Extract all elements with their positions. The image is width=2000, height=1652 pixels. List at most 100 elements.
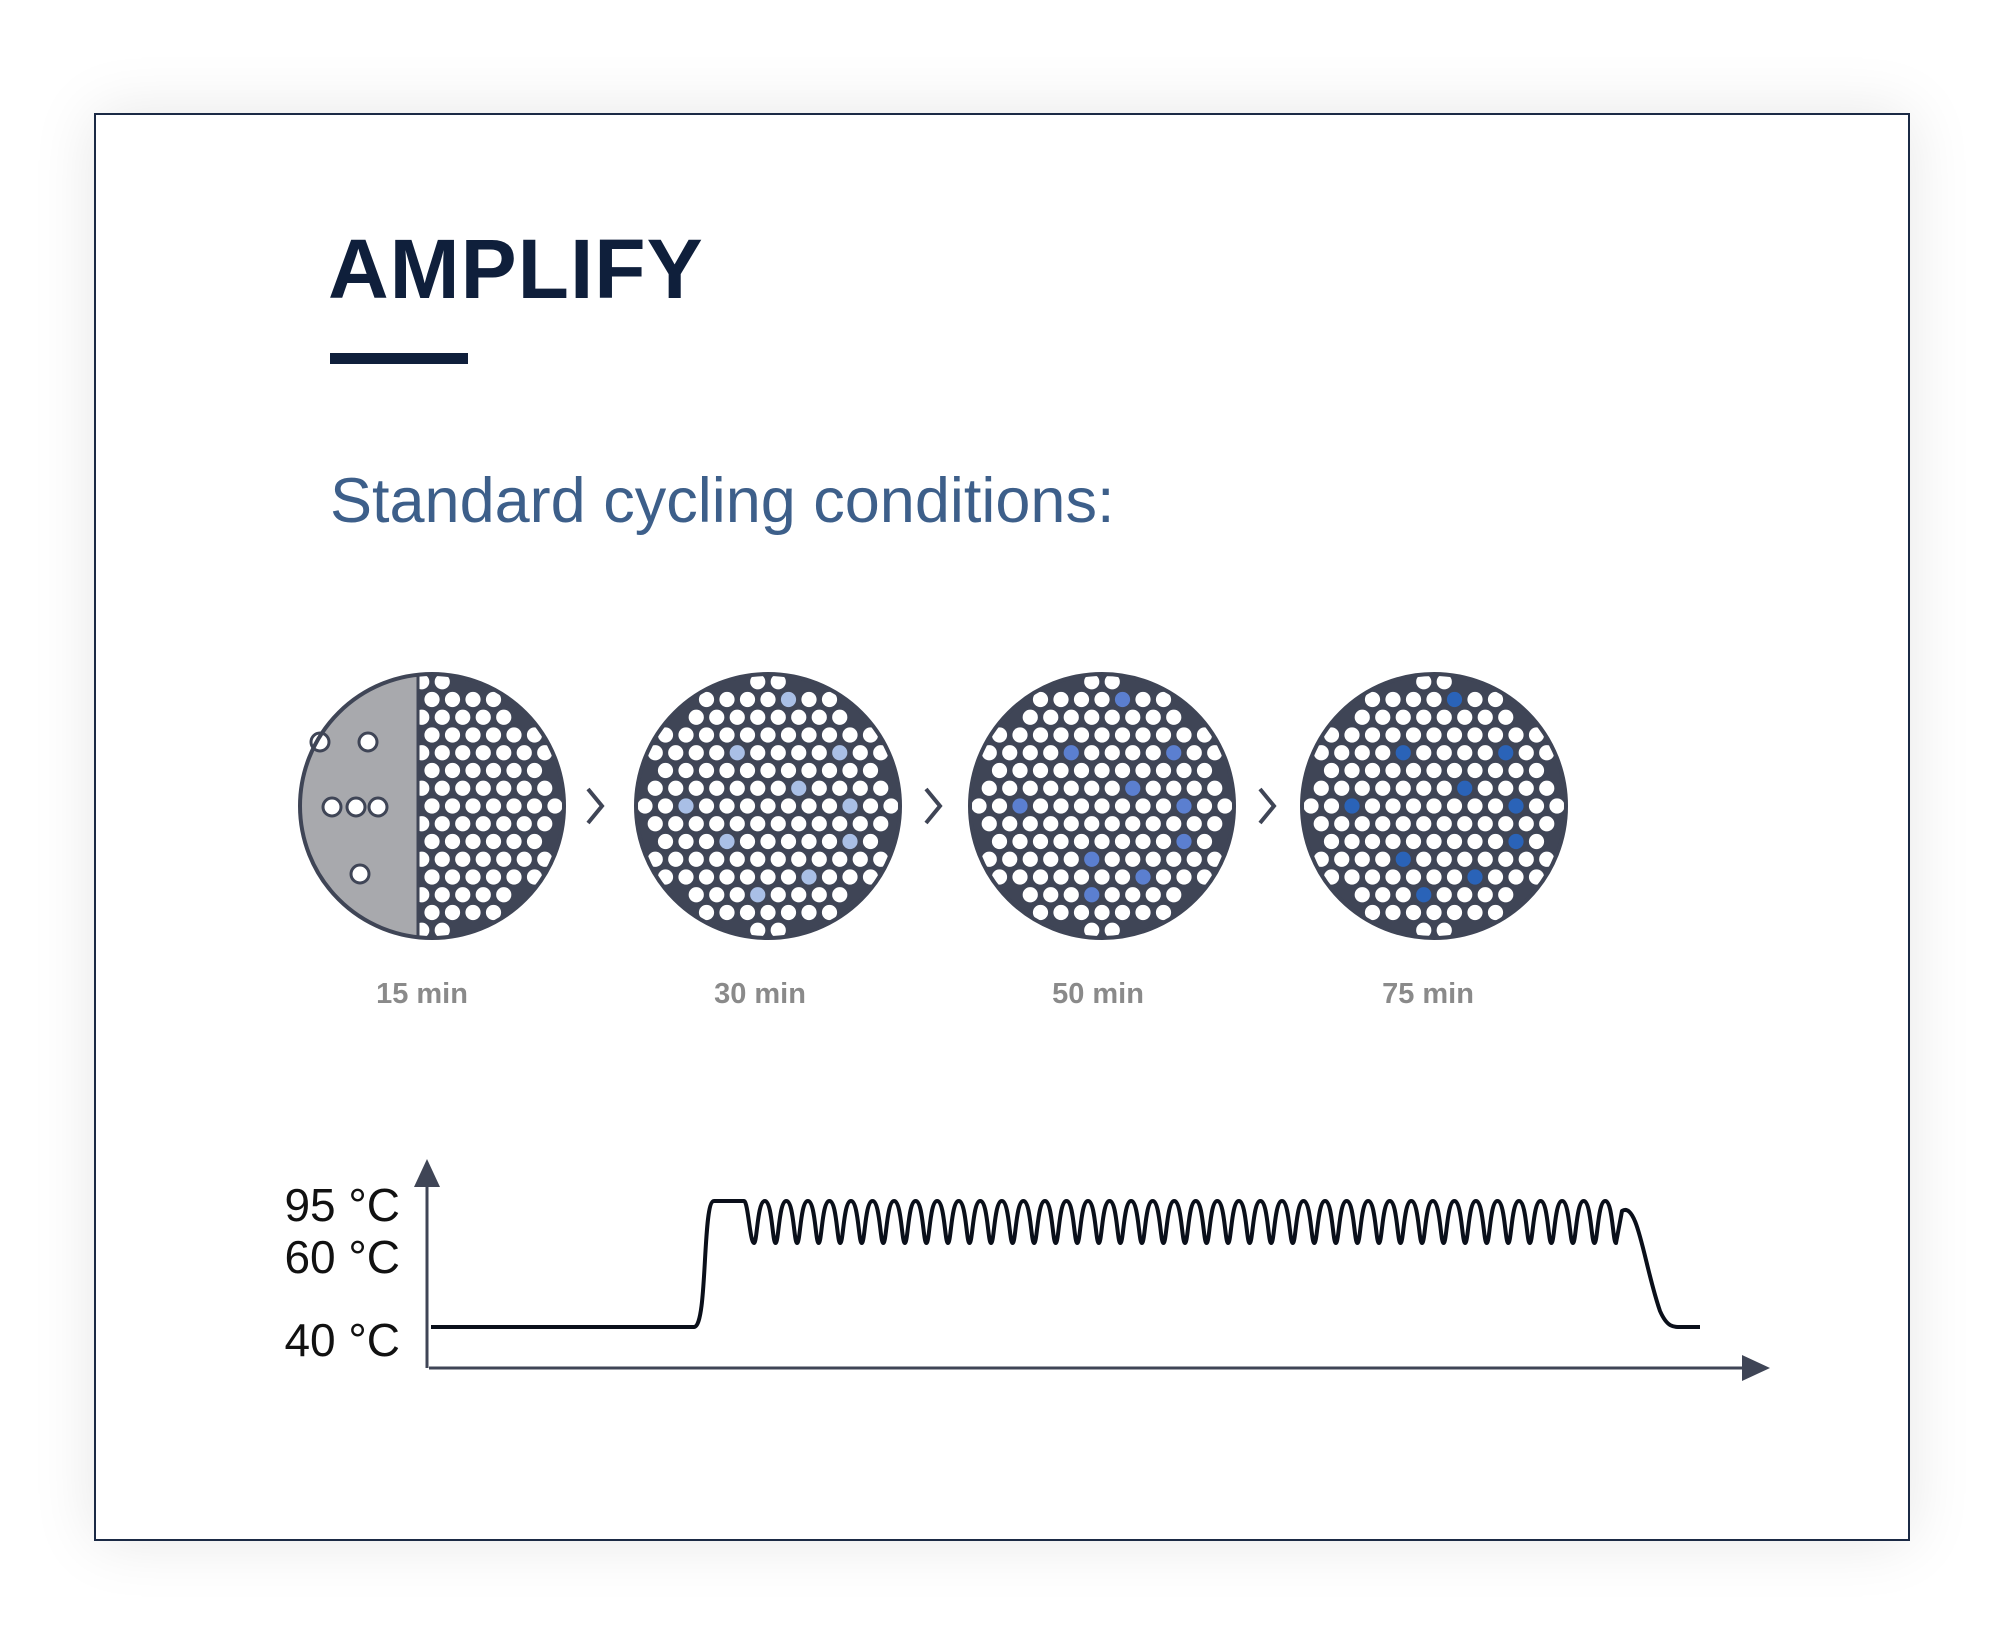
well <box>1364 798 1381 814</box>
well <box>1487 869 1504 885</box>
temp-label-95: 95 °C <box>284 1179 400 1231</box>
well <box>444 691 461 708</box>
well <box>1457 745 1473 761</box>
well <box>1104 745 1120 761</box>
well <box>1176 727 1192 743</box>
well <box>1498 745 1514 761</box>
well <box>444 727 461 743</box>
slide-frame: AMPLIFY Standard cycling conditions: 15 … <box>94 113 1910 1541</box>
well <box>1022 745 1038 761</box>
well <box>1002 780 1018 796</box>
well <box>842 833 858 850</box>
well <box>1405 762 1422 779</box>
well <box>760 762 776 779</box>
well <box>465 904 481 921</box>
well <box>750 922 766 938</box>
well <box>1457 851 1473 867</box>
well <box>537 780 553 796</box>
well <box>496 745 512 761</box>
well <box>811 709 827 725</box>
well <box>991 727 1008 743</box>
well <box>424 762 440 779</box>
well <box>739 869 756 885</box>
well <box>770 922 786 938</box>
well <box>1145 745 1161 761</box>
well <box>1084 674 1100 690</box>
well <box>1104 851 1120 867</box>
well <box>1125 745 1141 761</box>
well <box>739 727 756 743</box>
well <box>1498 887 1514 903</box>
well <box>1114 762 1131 779</box>
well <box>537 745 553 761</box>
well <box>1053 833 1069 850</box>
well <box>821 691 838 708</box>
well <box>485 798 502 814</box>
well <box>455 780 471 796</box>
well <box>709 709 725 725</box>
well <box>750 816 766 832</box>
well <box>1528 798 1545 814</box>
well <box>1313 745 1329 761</box>
well <box>1094 727 1110 743</box>
well <box>1539 745 1555 761</box>
well <box>1364 691 1381 708</box>
well <box>791 709 807 725</box>
well <box>770 780 786 796</box>
well <box>1145 780 1161 796</box>
well <box>1477 780 1493 796</box>
well <box>821 833 838 850</box>
well <box>1186 745 1202 761</box>
well <box>750 745 766 761</box>
well <box>1125 887 1141 903</box>
well <box>668 816 684 832</box>
well <box>1426 727 1442 743</box>
well <box>1467 691 1483 708</box>
well <box>791 816 807 832</box>
well <box>647 745 663 761</box>
well <box>1436 851 1452 867</box>
well <box>1135 869 1151 885</box>
well <box>1155 762 1172 779</box>
time-label-stage-4: 75 min <box>1382 978 1474 1010</box>
well <box>526 727 543 743</box>
well <box>516 816 532 832</box>
time-label-stage-1: 15 min <box>376 978 468 1010</box>
well <box>424 727 440 743</box>
well <box>739 691 756 708</box>
well <box>496 851 512 867</box>
well <box>811 780 827 796</box>
well <box>1498 816 1514 832</box>
well <box>811 887 827 903</box>
well <box>770 816 786 832</box>
well <box>1084 816 1100 832</box>
well <box>526 869 543 885</box>
well <box>1508 869 1524 885</box>
well <box>1114 798 1131 814</box>
well <box>1002 745 1018 761</box>
well <box>465 762 481 779</box>
well <box>852 780 868 796</box>
well <box>657 833 674 850</box>
well <box>526 762 543 779</box>
well <box>1032 904 1049 921</box>
well <box>1207 745 1223 761</box>
well <box>1457 887 1473 903</box>
well <box>537 851 553 867</box>
well <box>750 780 766 796</box>
well <box>760 691 776 708</box>
well <box>1518 816 1534 832</box>
well <box>455 709 471 725</box>
well <box>434 674 450 690</box>
well <box>1032 762 1049 779</box>
well <box>1186 780 1202 796</box>
chip-disc-loading <box>298 672 566 940</box>
well <box>791 745 807 761</box>
well <box>1155 691 1172 708</box>
well <box>1467 727 1483 743</box>
well <box>1528 762 1545 779</box>
well <box>678 833 694 850</box>
well <box>1436 887 1452 903</box>
well <box>719 691 735 708</box>
well <box>709 780 725 796</box>
